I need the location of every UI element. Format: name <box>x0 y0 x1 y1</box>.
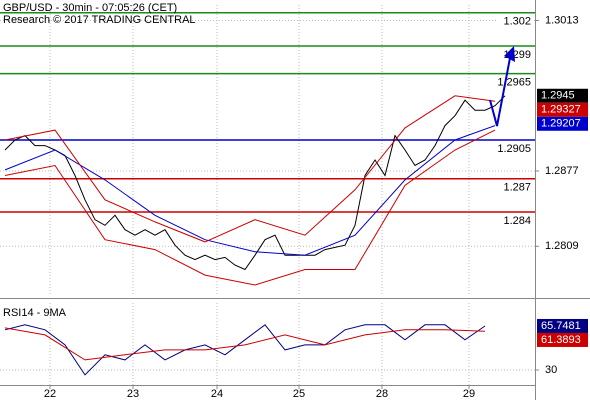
level-label: 1.2905 <box>497 143 531 155</box>
level-label-bg <box>498 213 533 227</box>
level-label: 1.2965 <box>497 77 531 89</box>
y-tick-label: 1.2809 <box>545 240 579 252</box>
last-value-label: 1.29327 <box>541 104 581 116</box>
level-label-bg <box>498 14 533 28</box>
plot-area: 1.30131.28771.28091.3021.2991.29651.2905… <box>0 5 588 400</box>
chart-title: GBP/USD - 30min - 07:05:26 (CET) <box>3 2 177 14</box>
y-tick-label: 30 <box>545 364 557 376</box>
chart-subtitle: Research © 2017 TRADING CENTRAL <box>3 14 196 26</box>
series-line <box>4 95 496 243</box>
last-value-label: 1.2945 <box>541 90 575 102</box>
series-line <box>4 125 496 256</box>
x-tick-label: 25 <box>293 388 305 400</box>
level-label-bg <box>498 180 533 194</box>
last-value-label: 65.7481 <box>541 320 581 332</box>
series-line <box>4 327 486 361</box>
level-label-bg <box>491 142 533 156</box>
level-label-bg <box>491 75 533 89</box>
rsi-title: RSI14 - 9MA <box>3 307 67 319</box>
projection-arrowhead <box>504 46 515 62</box>
last-value-box <box>537 88 588 103</box>
series-line <box>4 324 486 376</box>
last-value-label: 1.29207 <box>541 118 581 130</box>
last-value-box <box>537 116 588 131</box>
x-tick-label: 24 <box>211 388 223 400</box>
level-label: 1.302 <box>503 16 531 28</box>
series-line <box>4 129 496 286</box>
level-label: 1.284 <box>503 215 531 227</box>
series-line <box>4 95 506 271</box>
x-tick-label: 22 <box>44 388 56 400</box>
x-tick-label: 23 <box>127 388 139 400</box>
last-value-box <box>537 102 588 117</box>
y-tick-label: 1.3013 <box>545 14 579 26</box>
last-value-box <box>537 318 588 333</box>
last-value-box <box>537 332 588 347</box>
x-tick-label: 29 <box>463 388 475 400</box>
level-label-bg <box>498 47 533 61</box>
last-value-label: 61.3893 <box>541 334 581 346</box>
y-tick-label: 1.2877 <box>545 165 579 177</box>
level-label: 1.287 <box>503 182 531 194</box>
projection-arrow <box>489 57 511 127</box>
x-tick-label: 28 <box>376 388 388 400</box>
